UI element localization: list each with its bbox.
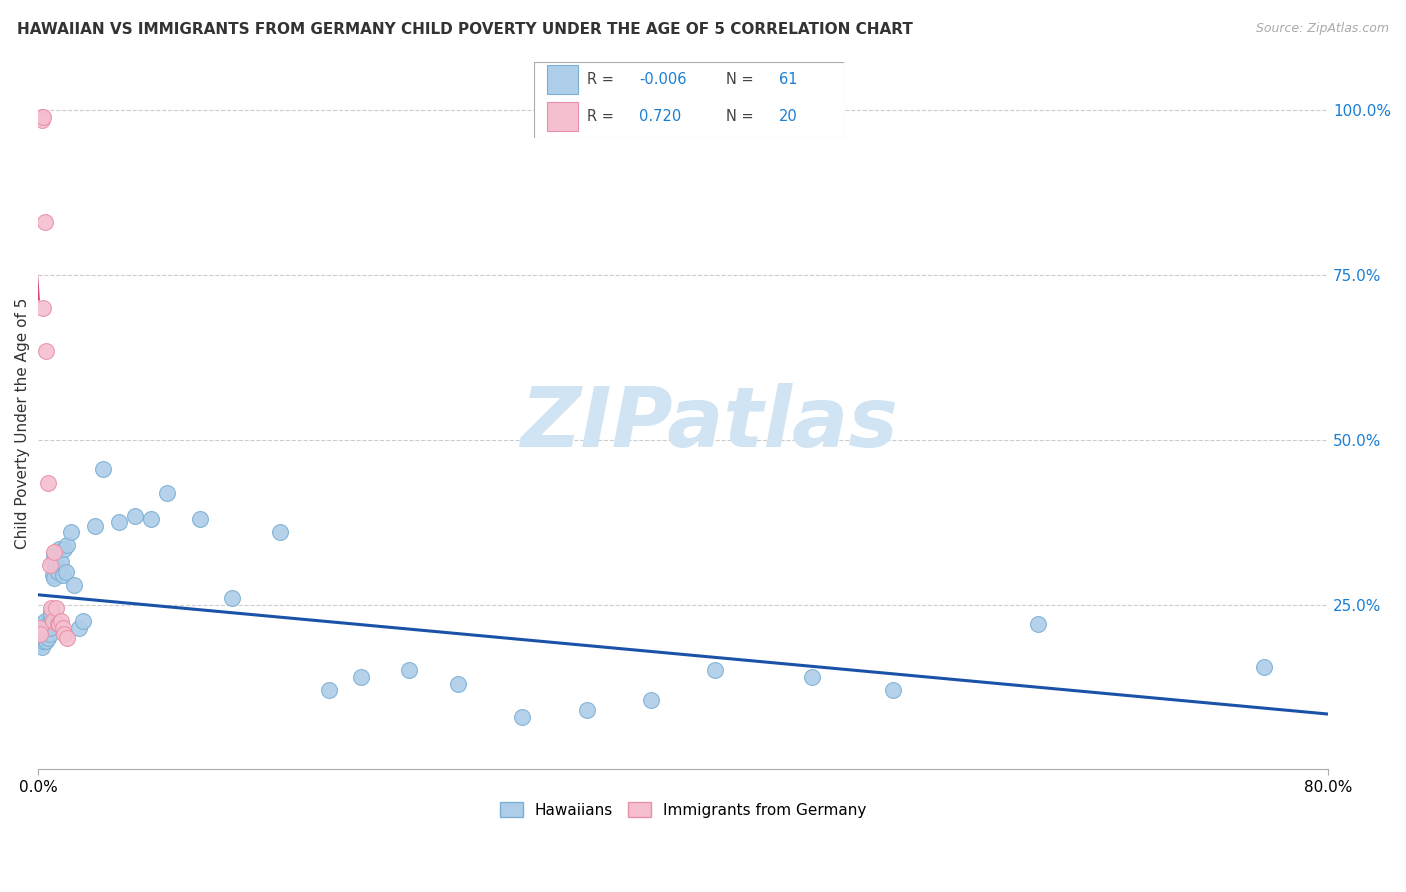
Point <box>44 545 66 559</box>
Text: HAWAIIAN VS IMMIGRANTS FROM GERMANY CHILD POVERTY UNDER THE AGE OF 5 CORRELATION: HAWAIIAN VS IMMIGRANTS FROM GERMANY CHIL… <box>17 22 912 37</box>
Point <box>42 555 65 569</box>
Point <box>37 617 59 632</box>
Point <box>350 670 373 684</box>
Point <box>188 512 211 526</box>
Point <box>1253 660 1275 674</box>
Point <box>1026 617 1049 632</box>
Point <box>56 538 79 552</box>
Point <box>34 614 56 628</box>
Point <box>31 631 53 645</box>
Point <box>35 633 58 648</box>
Point <box>269 525 291 540</box>
Point <box>42 614 65 628</box>
Text: 0.720: 0.720 <box>640 109 682 124</box>
Point <box>48 541 70 556</box>
Point <box>32 621 55 635</box>
Point <box>56 631 79 645</box>
Point <box>801 670 824 684</box>
Point <box>32 633 55 648</box>
Point <box>39 600 62 615</box>
Point <box>28 627 51 641</box>
Point <box>45 558 67 572</box>
Point <box>28 637 51 651</box>
Point <box>44 548 66 562</box>
Point <box>34 215 56 229</box>
Point <box>318 683 340 698</box>
Point <box>49 614 72 628</box>
Text: 61: 61 <box>779 72 797 87</box>
Point <box>32 627 55 641</box>
Point <box>62 578 84 592</box>
Point <box>640 693 662 707</box>
Bar <box>547 65 578 95</box>
Point <box>704 664 727 678</box>
Point <box>575 703 598 717</box>
Point <box>42 568 65 582</box>
Point <box>31 640 53 655</box>
Text: ZIPatlas: ZIPatlas <box>520 383 898 464</box>
Point <box>28 621 51 635</box>
Point <box>91 462 114 476</box>
Point <box>39 611 62 625</box>
Point <box>51 568 73 582</box>
Point <box>31 113 53 128</box>
Point <box>46 617 69 632</box>
Point <box>108 515 131 529</box>
Bar <box>547 102 578 130</box>
Text: N =: N = <box>725 72 754 87</box>
Text: N =: N = <box>725 109 754 124</box>
Point <box>83 518 105 533</box>
Point <box>32 631 55 645</box>
Point <box>37 631 59 645</box>
Text: R =: R = <box>586 109 614 124</box>
Point <box>446 676 468 690</box>
Point <box>35 631 58 645</box>
Point <box>35 343 58 358</box>
Point <box>34 621 56 635</box>
Point <box>34 624 56 638</box>
Point <box>32 301 55 315</box>
Point <box>72 614 94 628</box>
Text: R =: R = <box>586 72 614 87</box>
Point <box>38 621 60 635</box>
Point <box>39 607 62 622</box>
Point <box>882 683 904 698</box>
Point <box>124 508 146 523</box>
Point <box>510 709 533 723</box>
Text: Source: ZipAtlas.com: Source: ZipAtlas.com <box>1256 22 1389 36</box>
Point <box>31 110 53 124</box>
Point <box>37 475 59 490</box>
Point <box>44 571 66 585</box>
Point <box>49 555 72 569</box>
Point <box>53 627 76 641</box>
Point <box>35 624 58 638</box>
Point <box>67 621 90 635</box>
Point <box>45 600 67 615</box>
Point <box>51 621 73 635</box>
Point <box>31 633 53 648</box>
Point <box>31 617 53 632</box>
Point <box>53 541 76 556</box>
Text: 20: 20 <box>779 109 797 124</box>
Point <box>32 110 55 124</box>
Point <box>221 591 243 605</box>
Legend: Hawaiians, Immigrants from Germany: Hawaiians, Immigrants from Germany <box>494 796 873 824</box>
Point <box>38 627 60 641</box>
Point <box>55 565 77 579</box>
Y-axis label: Child Poverty Under the Age of 5: Child Poverty Under the Age of 5 <box>15 298 30 549</box>
Text: -0.006: -0.006 <box>640 72 688 87</box>
Point <box>37 621 59 635</box>
Point <box>38 558 60 572</box>
Point <box>59 525 82 540</box>
Point <box>46 565 69 579</box>
Point <box>141 512 163 526</box>
Point <box>156 485 179 500</box>
Point <box>28 624 51 638</box>
Point <box>398 664 420 678</box>
Point <box>48 617 70 632</box>
Point <box>39 604 62 618</box>
